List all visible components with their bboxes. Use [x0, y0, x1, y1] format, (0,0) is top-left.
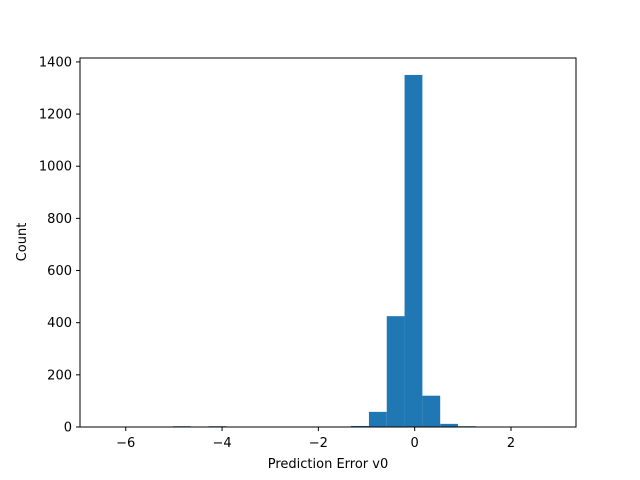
histogram-bar-16 [386, 316, 405, 427]
y-tick-label-5: 1000 [39, 160, 72, 175]
y-tick-label-1: 200 [47, 368, 72, 383]
x-tick-label-2: −2 [309, 436, 328, 451]
x-tick-label-0: −6 [116, 436, 135, 451]
histogram-bar-15 [368, 411, 387, 427]
y-tick-label-7: 1400 [39, 55, 72, 70]
x-axis-ticks: −6 −4 −2 0 2 [116, 427, 515, 451]
x-tick-label-3: 0 [411, 436, 419, 451]
y-tick-label-2: 400 [47, 316, 72, 331]
plot-frame [79, 57, 577, 428]
histogram-bar-18 [422, 395, 441, 427]
x-axis-label: Prediction Error v0 [268, 457, 389, 472]
histogram-bar-14 [351, 425, 369, 427]
histogram-bars [101, 74, 555, 427]
x-tick-label-4: 2 [507, 436, 515, 451]
y-tick-label-0: 0 [64, 421, 72, 436]
y-tick-label-4: 800 [47, 212, 72, 227]
histogram-bar-19 [440, 423, 459, 427]
y-axis-ticks: 0 200 400 600 800 1000 1200 1400 [39, 55, 80, 436]
y-axis-label: Count [15, 223, 30, 262]
histogram-bar-17 [404, 74, 423, 427]
y-tick-label-6: 1200 [39, 108, 72, 123]
y-tick-label-3: 600 [47, 264, 72, 279]
x-tick-label-1: −4 [212, 436, 231, 451]
